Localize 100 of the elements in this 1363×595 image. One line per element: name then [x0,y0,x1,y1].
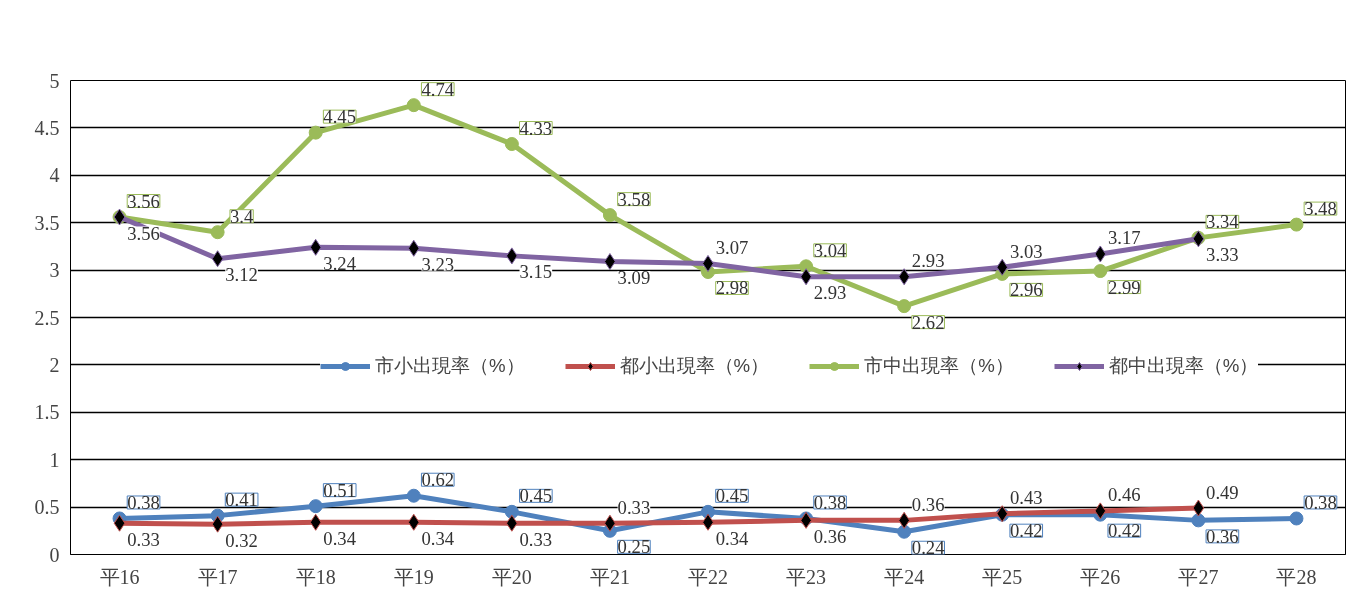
data-label: 0.41 [225,489,258,511]
x-tick-label: 平23 [786,565,827,588]
legend-label: 市中出現率（%） [864,354,1014,378]
point [406,488,421,503]
data-label: 0.42 [1009,520,1043,542]
x-tick-label: 平17 [197,565,238,588]
data-label: 2.93 [813,282,847,304]
data-label: 0.36 [813,525,847,547]
point [897,524,912,539]
point [1094,245,1107,263]
point [504,137,519,151]
point [211,250,224,268]
y-tick-label: 5 [49,69,60,92]
point [1289,217,1304,232]
data-label: 0.45 [715,485,749,507]
point [308,125,323,140]
data-label: 3.48 [1304,198,1337,220]
x-tick-label: 平18 [295,565,336,588]
x-tick-label: 平16 [99,565,140,588]
legend-label: 市小出現率（%） [375,354,525,378]
data-label: 3.24 [323,252,357,274]
data-label: 0.62 [421,469,455,491]
data-label: 0.42 [1107,520,1141,542]
data-label: 0.38 [1304,491,1337,513]
y-tick-label: 2 [49,353,60,376]
data-label: 2.98 [715,277,749,299]
data-label: 0.34 [323,527,357,549]
data-label: 0.25 [617,536,651,558]
point [211,515,224,533]
point [309,238,322,256]
data-label: 4.74 [421,78,455,100]
data-label: 0.34 [421,527,455,549]
data-label: 3.07 [715,236,749,258]
data-label: 3.17 [1107,227,1141,249]
data-label: 3.03 [1009,240,1043,262]
data-label: 0.51 [323,479,357,501]
point [407,513,420,531]
point [1093,264,1108,279]
data-label: 0.36 [911,493,945,515]
point [996,258,1009,276]
y-tick-label: 2.5 [34,306,60,329]
data-label: 0.32 [225,529,258,551]
x-tick-label: 平27 [1178,565,1219,588]
data-label: 3.23 [421,253,455,275]
data-label: 0.49 [1206,481,1239,503]
y-tick-label: 3 [49,259,60,282]
data-label: 3.04 [813,239,848,261]
point [1192,499,1205,517]
y-tick-label: 0.5 [34,496,60,519]
x-tick-label: 平22 [688,565,728,588]
x-tick-label: 平20 [491,565,532,588]
data-label: 0.34 [715,527,749,549]
data-label: 2.62 [911,311,945,333]
data-label: 0.36 [1206,525,1239,547]
point [210,225,225,240]
data-label: 3.58 [617,188,651,210]
data-label: 0.38 [127,491,160,513]
y-tick-label: 1 [49,448,60,471]
data-label: 3.4 [229,205,254,227]
y-tick-label: 4.5 [34,116,60,139]
data-label: 0.46 [1107,484,1141,506]
point [309,513,322,531]
point [602,208,617,223]
data-label: 3.15 [519,261,553,283]
data-label: 2.93 [911,250,945,272]
x-tick-label: 平21 [589,565,630,588]
data-label: 4.33 [519,117,553,139]
point [308,499,323,514]
y-tick-label: 0 [49,543,60,566]
data-label: 0.45 [519,485,553,507]
data-label: 3.09 [617,267,651,289]
data-label: 2.96 [1009,279,1043,301]
point [406,98,421,113]
point [1094,502,1107,520]
point [407,239,420,257]
point [113,514,126,532]
data-label: 0.38 [813,491,847,513]
legend-label: 都中出現率（%） [1108,354,1259,378]
data-label: 0.33 [127,528,160,550]
data-label: 3.56 [127,190,160,212]
x-tick-label: 平19 [393,565,434,588]
y-tick-label: 4 [49,164,60,187]
data-label: 3.56 [127,222,160,244]
x-tick-label: 平28 [1276,565,1317,588]
data-label: 2.99 [1107,276,1141,298]
data-label: 0.33 [617,496,651,518]
point [897,299,912,314]
data-label: 0.33 [519,528,553,550]
point [1289,511,1304,526]
x-tick-label: 平24 [884,565,925,588]
data-label: 0.43 [1009,487,1043,509]
point [1191,513,1206,528]
y-tick-label: 3.5 [34,211,60,234]
point [504,504,519,519]
x-tick-label: 平26 [1080,565,1121,588]
y-tick-label: 1.5 [34,401,60,424]
data-label: 3.33 [1206,244,1239,266]
data-label: 3.12 [225,264,258,286]
x-tick-label: 平25 [982,565,1023,588]
legend-label: 都小出現率（%） [619,354,770,378]
